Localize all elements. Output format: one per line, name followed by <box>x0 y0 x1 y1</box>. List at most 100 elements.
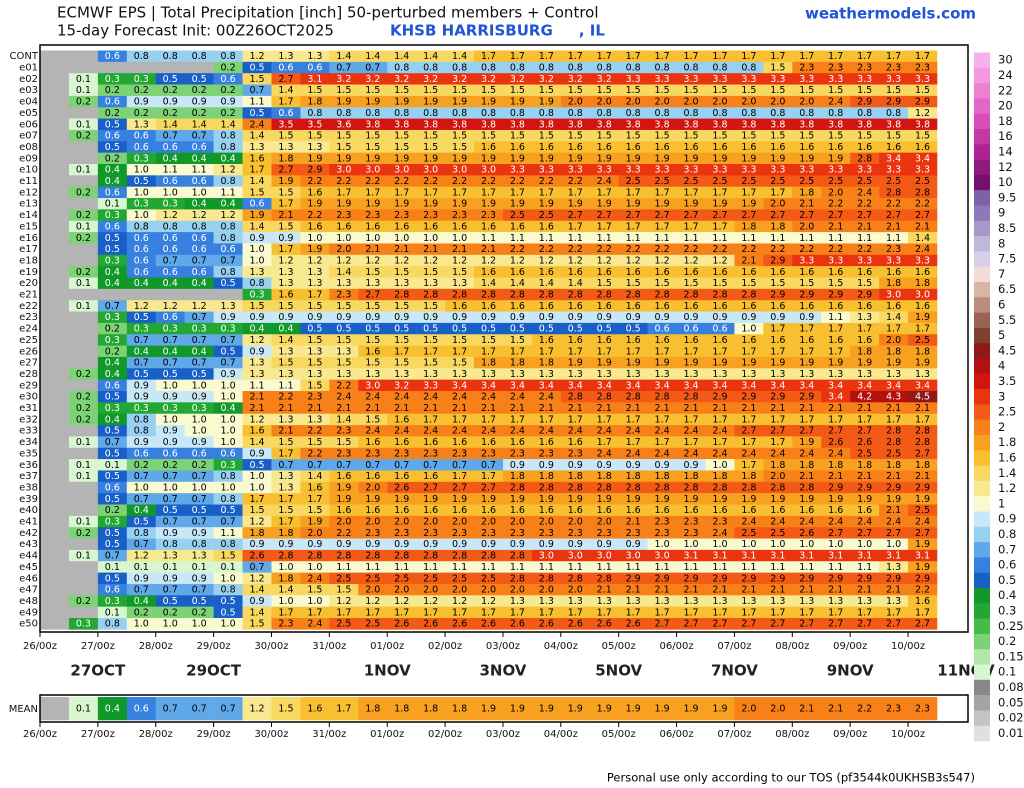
cell-label: 0.5 <box>134 517 149 528</box>
cell-label: 1.8 <box>423 704 438 715</box>
heatmap: 0.6 0.8 0.8 0.8 0.8 1.2 1.3 1.3 1.4 1.4 1.4 1.4 1.4 1… <box>40 50 938 721</box>
colorbar-label: 24 <box>998 68 1013 82</box>
cell <box>68 697 99 721</box>
cell <box>474 391 504 403</box>
cell-label: 2.8 <box>626 290 641 301</box>
cell-label: 1.3 <box>365 369 380 380</box>
cell-label: 0.5 <box>163 369 178 380</box>
cell <box>329 50 359 63</box>
cell <box>126 538 157 551</box>
cell-label: 0.9 <box>683 460 698 471</box>
cell-label: 1.0 <box>192 414 207 425</box>
colorbar-swatch <box>974 297 990 313</box>
cell-label: 1.5 <box>915 85 930 96</box>
cell <box>879 311 909 324</box>
cell-label: 2.7 <box>915 528 930 539</box>
cell <box>300 232 330 244</box>
cell-label: 1.6 <box>307 187 322 198</box>
cell-label: 1.2 <box>394 596 409 607</box>
cell-label: 0.9 <box>192 528 207 539</box>
cell-label: 0.7 <box>336 63 351 74</box>
cell <box>416 198 446 210</box>
cell <box>358 311 388 324</box>
cell-label: 3.3 <box>539 165 554 176</box>
cell-label: 1.5 <box>626 278 641 289</box>
cell <box>387 356 417 369</box>
cell-label: 2.4 <box>539 392 554 403</box>
cell <box>560 175 591 187</box>
cell-label: 1.6 <box>828 505 843 516</box>
cell-label: 1.3 <box>307 51 322 62</box>
cell-label: 0.8 <box>886 108 901 119</box>
cell <box>213 527 243 539</box>
cell-label: 1.0 <box>307 562 322 573</box>
cell-label: 1.2 <box>394 255 409 266</box>
cell-label: 1.1 <box>712 562 727 573</box>
cell <box>329 198 359 210</box>
cell <box>329 413 359 426</box>
cell <box>184 549 214 562</box>
cell <box>97 141 128 153</box>
cell <box>589 515 619 528</box>
cell <box>734 459 764 471</box>
colorbar-swatch <box>974 603 990 619</box>
cell-label: 1.7 <box>394 346 409 357</box>
cell-label: 2.6 <box>510 619 525 630</box>
cell <box>474 243 504 256</box>
empty-cell <box>97 288 128 301</box>
cell <box>445 345 475 358</box>
cell <box>242 413 272 426</box>
cell <box>300 606 330 619</box>
cell <box>184 322 214 335</box>
cell-label: 1.2 <box>249 51 264 62</box>
cell <box>242 118 272 131</box>
cell <box>474 198 504 210</box>
cell <box>705 141 735 153</box>
cell <box>560 470 591 483</box>
cell <box>850 254 880 267</box>
cell <box>271 436 301 449</box>
cell-label: 1.6 <box>655 335 670 346</box>
cell <box>647 697 677 721</box>
cell-label: 0.7 <box>452 460 467 471</box>
empty-cell <box>40 175 70 187</box>
cell <box>560 73 591 85</box>
cell <box>676 232 706 244</box>
cell <box>300 334 330 346</box>
cell <box>474 288 504 301</box>
cell-label: 1.6 <box>915 142 930 153</box>
cell-label: 2.6 <box>423 619 438 630</box>
cell-label: 2.0 <box>741 97 756 108</box>
cell-label: 1.9 <box>568 199 583 210</box>
cell-label: 2.7 <box>683 210 698 221</box>
cell <box>618 595 648 607</box>
cell <box>502 493 533 505</box>
cell <box>474 345 504 358</box>
cell <box>502 368 533 380</box>
cell <box>705 538 735 551</box>
cell-label: 3.1 <box>799 551 814 562</box>
cell-label: 0.2 <box>134 607 149 618</box>
cell <box>531 356 562 369</box>
empty-cell <box>68 481 99 494</box>
cell-label: 3.8 <box>683 119 698 130</box>
cell-label: 1.7 <box>539 346 554 357</box>
cell <box>329 368 359 380</box>
cell-label: 3.8 <box>510 119 525 130</box>
cell <box>879 447 909 460</box>
cell <box>126 447 157 460</box>
cell-label: 2.5 <box>336 573 351 584</box>
cell <box>618 606 648 619</box>
cell <box>68 95 99 108</box>
cell-label: 0.2 <box>76 187 91 198</box>
cell <box>358 243 388 256</box>
colorbar-swatch <box>974 389 990 405</box>
cell-label: 1.5 <box>626 85 641 96</box>
cell-label: 1.0 <box>192 380 207 391</box>
cell <box>329 322 359 335</box>
cell-label: 0.1 <box>76 704 91 715</box>
cell <box>734 300 764 312</box>
cell <box>445 311 475 324</box>
cell-label: 2.4 <box>481 392 496 403</box>
